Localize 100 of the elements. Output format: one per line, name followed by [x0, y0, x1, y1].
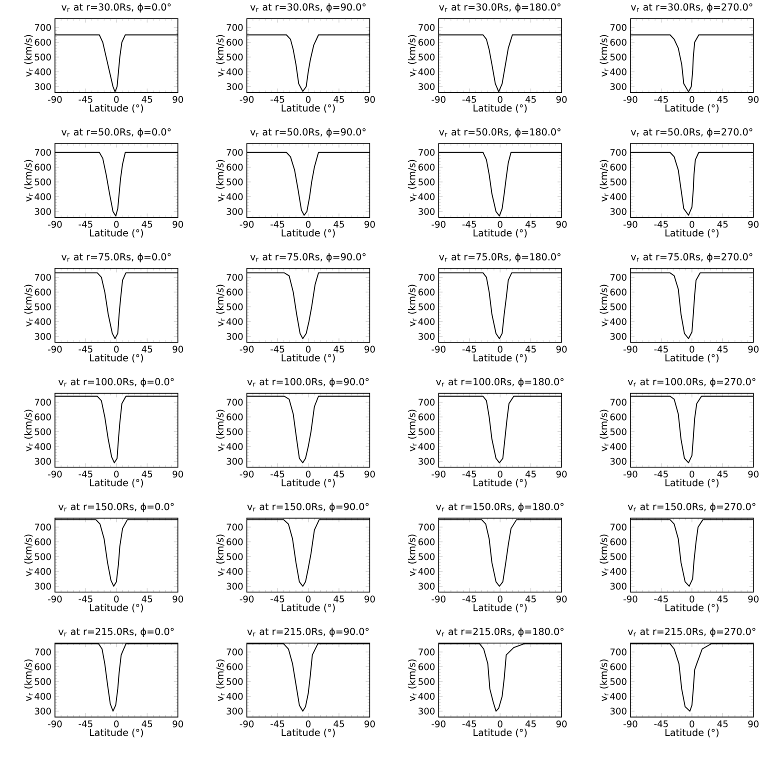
x-tick-label: 90 [172, 470, 183, 478]
x-tick-label: 45 [333, 96, 344, 103]
y-axis-title: v$_{r}$ (km/s) [216, 35, 225, 77]
y-tick-label: 300 [610, 83, 626, 90]
y-tick-label: 500 [418, 428, 434, 436]
y-tick-label: 700 [34, 524, 51, 530]
y-tick-label: 400 [226, 193, 243, 200]
y-tick-label: 400 [34, 68, 51, 76]
y-tick-label: 600 [34, 288, 51, 296]
chart-title: v$_{r}$ at r=150.0Rs, ϕ=0.0° [58, 502, 174, 512]
x-tick-label: -45 [654, 596, 668, 602]
x-tick-label: -90 [48, 596, 62, 602]
x-tick-label: 90 [172, 720, 183, 728]
chart-title: v$_{r}$ at r=150.0Rs, ϕ=180.0° [436, 502, 564, 512]
x-tick-label: -45 [270, 470, 284, 478]
x-axis-title: Latitude (°) [282, 604, 335, 612]
y-tick-label: 400 [226, 568, 243, 575]
y-tick-label: 500 [226, 54, 243, 60]
y-tick-label: 700 [34, 648, 51, 656]
y-tick-label: 300 [418, 708, 434, 715]
x-axis-title: Latitude (°) [665, 604, 718, 612]
chart-title: v$_{r}$ at r=50.0Rs, ϕ=180.0° [438, 128, 560, 138]
x-tick-label: 0 [306, 96, 310, 103]
y-tick-label: 600 [610, 414, 626, 420]
x-tick-label: -45 [78, 346, 92, 353]
x-tick-label: 45 [333, 220, 344, 228]
y-axis-title: v$_{r}$ (km/s) [600, 410, 608, 452]
line-series [630, 396, 754, 464]
y-tick-label: 400 [418, 568, 434, 575]
y-tick-label: 400 [418, 443, 434, 450]
y-tick-label: 600 [610, 288, 626, 296]
x-tick-label: -45 [78, 96, 92, 103]
y-tick-label: 400 [226, 68, 243, 76]
y-tick-label: 500 [610, 553, 626, 560]
chart-title: v$_{r}$ at r=150.0Rs, ϕ=270.0° [628, 502, 756, 512]
x-tick-label: -90 [48, 346, 62, 353]
y-tick-label: 700 [226, 524, 243, 530]
x-tick-label: 90 [364, 346, 375, 353]
y-axis-title: v$_{r}$ (km/s) [408, 160, 416, 202]
y-tick-label: 600 [610, 38, 626, 46]
x-tick-label: 45 [717, 596, 728, 602]
y-tick-label: 300 [34, 458, 51, 465]
y-tick-label: 300 [610, 458, 626, 465]
x-axis-title: Latitude (°) [90, 354, 143, 363]
y-tick-label: 700 [610, 398, 626, 406]
x-tick-label: -45 [270, 720, 284, 728]
y-tick-label: 400 [610, 318, 626, 326]
y-tick-label: 400 [418, 692, 434, 700]
y-tick-label: 700 [418, 24, 434, 31]
y-tick-label: 300 [418, 83, 434, 90]
y-tick-label: 700 [418, 274, 434, 281]
y-tick-label: 500 [34, 428, 51, 436]
x-tick-label: 90 [172, 346, 183, 353]
x-axis-title: Latitude (°) [282, 104, 335, 113]
x-tick-label: 45 [525, 346, 536, 353]
y-axis-title: v$_{r}$ (km/s) [216, 284, 225, 326]
y-tick-label: 300 [610, 332, 626, 340]
x-tick-label: 90 [364, 220, 375, 228]
y-tick-label: 500 [34, 678, 51, 685]
y-tick-label: 400 [34, 692, 51, 700]
x-tick-label: 90 [748, 220, 758, 228]
chart-title: v$_{r}$ at r=215.0Rs, ϕ=270.0° [628, 628, 756, 637]
x-tick-label: 90 [748, 470, 758, 478]
y-tick-label: 500 [418, 178, 434, 186]
y-tick-label: 500 [226, 428, 243, 436]
y-axis-title: v$_{r}$ (km/s) [216, 660, 225, 702]
x-tick-label: 0 [306, 220, 310, 228]
x-tick-label: -90 [240, 470, 254, 478]
y-tick-label: 700 [226, 398, 243, 406]
x-tick-label: 90 [364, 470, 375, 478]
y-tick-label: 400 [226, 692, 243, 700]
y-tick-label: 500 [226, 678, 243, 685]
y-tick-label: 600 [226, 164, 243, 171]
x-tick-label: 0 [498, 596, 502, 602]
y-tick-label: 600 [226, 414, 243, 420]
x-tick-label: -45 [654, 220, 668, 228]
y-tick-label: 300 [226, 582, 243, 590]
x-axis-title: Latitude (°) [665, 728, 718, 738]
y-axis-title: v$_{r}$ (km/s) [408, 35, 416, 77]
chart-title: v$_{r}$ at r=215.0Rs, ϕ=90.0° [247, 628, 368, 637]
y-tick-label: 500 [226, 178, 243, 186]
x-tick-label: 90 [556, 96, 567, 103]
x-tick-label: -90 [432, 96, 446, 103]
x-tick-label: 45 [717, 346, 728, 353]
x-axis-title: Latitude (°) [665, 478, 718, 488]
x-tick-label: -90 [432, 220, 446, 228]
x-tick-label: 45 [717, 720, 728, 728]
x-tick-label: -45 [654, 720, 668, 728]
y-tick-label: 700 [418, 398, 434, 406]
x-tick-label: 45 [333, 470, 344, 478]
x-tick-label: -45 [78, 720, 92, 728]
y-tick-label: 300 [418, 458, 434, 465]
y-tick-label: 400 [610, 568, 626, 575]
x-tick-label: 90 [364, 596, 375, 602]
y-axis-title: v$_{r}$ (km/s) [600, 284, 608, 326]
x-tick-label: 0 [114, 220, 118, 228]
x-tick-label: 90 [748, 596, 758, 602]
x-axis-title: Latitude (°) [282, 728, 335, 738]
chart-title: v$_{r}$ at r=50.0Rs, ϕ=0.0° [61, 128, 170, 138]
chart-title: v$_{r}$ at r=100.0Rs, ϕ=270.0° [628, 378, 756, 388]
